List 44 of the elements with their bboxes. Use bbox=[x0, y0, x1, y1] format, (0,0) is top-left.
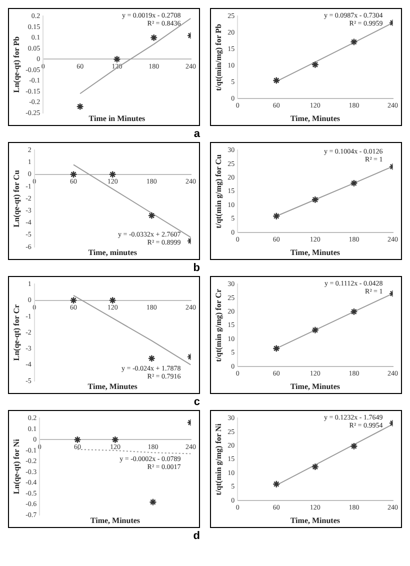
point bbox=[76, 102, 84, 110]
point bbox=[311, 463, 319, 471]
point bbox=[113, 55, 121, 64]
point bbox=[150, 34, 158, 42]
point bbox=[311, 196, 319, 204]
y-axis-title: t/qt(min/mg) for Pb bbox=[214, 23, 223, 91]
x-axis-title: Time, Minutes bbox=[290, 382, 340, 392]
point bbox=[70, 170, 78, 178]
point bbox=[148, 354, 156, 362]
x-axis-title: Time, Minutes bbox=[88, 382, 138, 392]
x-axis-title: Time, Minutes bbox=[90, 516, 140, 526]
point bbox=[350, 38, 358, 46]
point bbox=[111, 436, 120, 444]
point bbox=[108, 170, 116, 178]
text: c bbox=[194, 396, 200, 408]
point bbox=[350, 308, 358, 316]
x-axis-title: Time, Minutes bbox=[290, 114, 340, 124]
text: b bbox=[193, 262, 200, 274]
y-axis-title: t/qt(min g/mg) for Cu bbox=[214, 154, 223, 228]
x-axis-title: Time, Minutes bbox=[290, 516, 340, 526]
y-axis-title: Ln(qe-qt) for Pb bbox=[12, 36, 21, 93]
point bbox=[149, 498, 157, 506]
point bbox=[311, 326, 319, 334]
x-axis-title: Time in Minutes bbox=[88, 114, 146, 124]
point bbox=[70, 296, 78, 304]
y-axis-title: Ln(qe-qt) for Cu bbox=[12, 169, 21, 228]
point bbox=[272, 212, 280, 220]
point bbox=[272, 480, 280, 488]
point bbox=[272, 344, 280, 352]
y-axis-title: Ln(qe-qt) for Ni bbox=[12, 438, 21, 494]
point bbox=[350, 179, 358, 187]
text: a bbox=[194, 128, 200, 140]
point bbox=[311, 60, 319, 68]
point bbox=[74, 436, 82, 444]
x-axis-title: Time, Minutes bbox=[290, 248, 340, 258]
x-axis-title: Time, minutes bbox=[88, 248, 137, 258]
point bbox=[148, 212, 156, 220]
point bbox=[272, 76, 280, 84]
y-axis-title: t/qt(min g/mg) for Ni bbox=[214, 422, 223, 496]
point bbox=[108, 296, 116, 304]
y-axis-title: Ln(qe-qt) for Cr bbox=[12, 304, 21, 361]
y-axis-title: t/qt(min g/mg) for Cr bbox=[214, 288, 223, 362]
point bbox=[350, 442, 358, 450]
text: d bbox=[193, 530, 200, 542]
